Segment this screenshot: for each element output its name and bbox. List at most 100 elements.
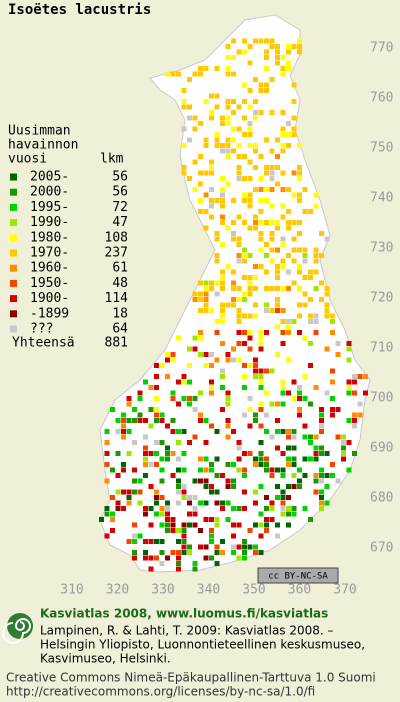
record-square xyxy=(247,528,253,533)
record-square xyxy=(242,49,247,55)
record-square xyxy=(231,286,236,291)
record-square xyxy=(214,198,220,203)
record-square xyxy=(104,506,110,511)
record-square xyxy=(214,253,220,258)
legend-label: 1995- xyxy=(30,200,69,215)
record-square xyxy=(247,346,253,352)
record-square xyxy=(143,462,148,467)
record-square xyxy=(231,126,236,132)
record-square xyxy=(319,445,324,451)
record-square xyxy=(203,440,209,445)
record-square xyxy=(330,319,335,324)
citation-line: Helsingin Yliopisto, Luonnontieteellinen… xyxy=(40,638,365,652)
record-square xyxy=(236,544,242,550)
record-square xyxy=(165,528,170,533)
record-square xyxy=(275,44,280,49)
record-square xyxy=(247,286,253,291)
record-square xyxy=(225,44,231,49)
record-square xyxy=(242,330,247,335)
record-square xyxy=(159,495,165,500)
record-square xyxy=(269,231,275,236)
record-square xyxy=(220,275,225,280)
record-square xyxy=(346,440,352,445)
legend-label: 1950- xyxy=(30,276,69,291)
legend-label: 1900- xyxy=(30,291,69,306)
record-square xyxy=(280,236,286,242)
record-square xyxy=(258,231,264,236)
record-square xyxy=(132,522,137,528)
record-square xyxy=(341,451,346,456)
record-square xyxy=(214,137,220,143)
record-square xyxy=(236,522,242,528)
record-square xyxy=(242,82,247,88)
record-square xyxy=(121,489,126,495)
record-square xyxy=(225,181,231,187)
record-square xyxy=(176,484,181,489)
record-square xyxy=(269,500,275,506)
record-square xyxy=(297,269,302,275)
record-square xyxy=(231,55,236,60)
record-square xyxy=(280,308,286,313)
record-square xyxy=(154,407,159,412)
record-square xyxy=(181,495,187,500)
legend-count: 47 xyxy=(112,215,128,230)
record-square xyxy=(319,253,324,258)
record-square xyxy=(297,330,302,335)
record-square xyxy=(137,489,143,495)
record-square xyxy=(286,60,291,66)
record-square xyxy=(220,374,225,379)
record-square xyxy=(324,236,330,242)
record-square xyxy=(242,555,247,561)
record-square xyxy=(258,533,264,539)
record-square xyxy=(346,379,352,385)
record-square xyxy=(269,247,275,253)
record-square xyxy=(302,434,308,440)
record-square xyxy=(209,93,214,99)
record-square xyxy=(297,478,302,484)
record-square xyxy=(242,115,247,121)
record-square xyxy=(313,456,319,462)
record-square xyxy=(275,429,280,434)
record-square xyxy=(231,148,236,154)
record-square xyxy=(214,517,220,522)
record-square xyxy=(225,137,231,143)
record-square xyxy=(154,451,159,456)
record-square xyxy=(198,412,203,418)
record-square xyxy=(176,566,181,572)
record-square xyxy=(181,165,187,170)
record-square xyxy=(132,533,137,539)
record-square xyxy=(302,302,308,308)
record-square xyxy=(165,352,170,357)
record-square xyxy=(335,341,341,346)
record-square xyxy=(214,357,220,363)
record-square xyxy=(115,489,121,495)
record-square xyxy=(231,506,236,511)
record-square xyxy=(165,71,170,77)
record-square xyxy=(330,412,335,418)
record-square xyxy=(209,308,214,313)
record-square xyxy=(264,187,269,192)
record-square xyxy=(242,550,247,555)
record-square xyxy=(275,324,280,330)
record-square xyxy=(302,473,308,478)
record-square xyxy=(198,280,203,286)
record-square xyxy=(231,236,236,242)
record-square xyxy=(236,176,242,181)
record-square xyxy=(269,203,275,209)
record-square xyxy=(198,71,203,77)
record-square xyxy=(297,396,302,401)
license-line: http://creativecommons.org/licenses/by-n… xyxy=(6,685,315,699)
record-square xyxy=(258,187,264,192)
record-square xyxy=(181,451,187,456)
record-square xyxy=(220,308,225,313)
record-square xyxy=(335,478,341,484)
record-square xyxy=(121,506,126,511)
record-square xyxy=(275,269,280,275)
record-square xyxy=(220,121,225,126)
record-square xyxy=(280,429,286,434)
record-square xyxy=(308,275,313,280)
record-square xyxy=(231,297,236,302)
record-square xyxy=(225,401,231,407)
record-square xyxy=(198,121,203,126)
record-square xyxy=(258,407,264,412)
